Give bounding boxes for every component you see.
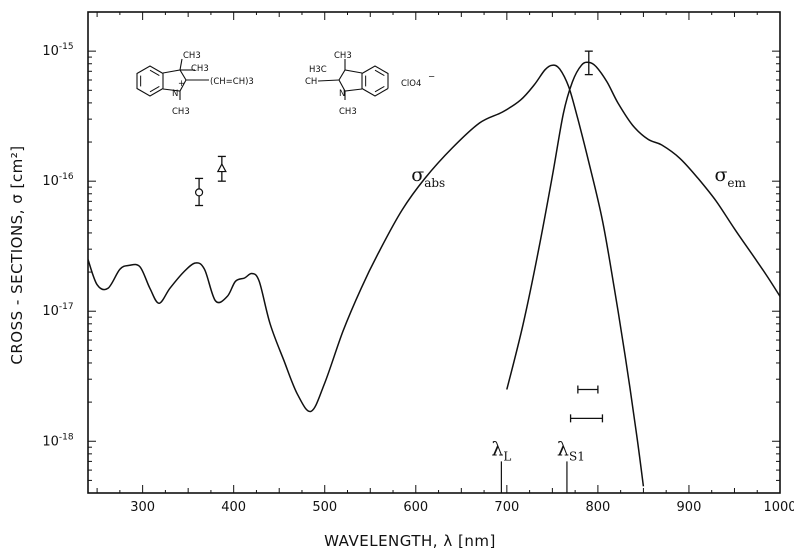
molecule-label: CH3: [183, 51, 201, 61]
series-label-sigma-em: σem: [714, 164, 746, 190]
molecule-label: (CH=CH)3: [210, 77, 254, 87]
chain-bond-right: [317, 79, 340, 82]
methyl-bond: [179, 58, 183, 71]
series-sigma-abs-line: [88, 64, 645, 487]
series-sigma-em-line: [506, 61, 780, 390]
benzene-double-bond: [149, 69, 160, 77]
benzene-ring-right: [361, 65, 389, 97]
molecule-label: CH3: [172, 107, 190, 117]
molecule-label: CH: [305, 77, 317, 87]
molecule-label: CH3: [334, 51, 352, 61]
wavelength-markers: λL λS1: [491, 438, 585, 493]
marker-label-lambda-l: λL: [491, 438, 511, 463]
plot-frame: [87, 11, 781, 494]
x-tick-label: 900: [677, 500, 702, 515]
data-point-circle: [194, 188, 204, 197]
y-axis-title: CROSS - SECTIONS, σ [cm²]: [8, 145, 26, 364]
x-tick-label: 700: [494, 500, 519, 515]
indoline-ring-right: [338, 69, 363, 92]
x-tick-label: 1000: [763, 500, 794, 515]
benzene-ring-left: [136, 65, 164, 97]
x-tick-label: 600: [403, 500, 428, 515]
x-tick-label: 300: [130, 500, 155, 515]
series-label-sigma-abs: σabs: [411, 164, 445, 190]
benzene-double-bond: [149, 85, 160, 93]
error-bar-group: [194, 50, 604, 423]
benzene-double-bond: [374, 85, 385, 93]
x-tick-label: 400: [221, 500, 246, 515]
series-group: σabs σem: [88, 61, 780, 487]
molecule-label: H3C: [309, 65, 327, 75]
molecule-label: CH3: [191, 64, 209, 74]
molecule-label: −: [428, 72, 435, 82]
x-axis: 300 400 500 600 700 800 900 1000: [96, 12, 794, 515]
molecule-label: +: [178, 79, 185, 89]
benzene-double-bond: [374, 69, 385, 77]
x-axis-title: WAVELENGTH, λ [nm]: [324, 532, 496, 550]
y-axis: 10-18 10-17 10-16 10-15: [42, 11, 780, 494]
molecule-label: N: [339, 89, 345, 99]
y-tick-label: 10-15: [42, 42, 73, 59]
y-tick-label: 10-17: [42, 302, 73, 319]
y-tick-label: 10-18: [42, 432, 74, 449]
y-tick-label: 10-16: [42, 172, 74, 189]
marker-label-lambda-s1: λS1: [557, 438, 585, 463]
x-tick-label: 500: [312, 500, 337, 515]
molecule-label: N: [172, 89, 178, 99]
molecule-label: ClO4: [401, 79, 421, 89]
plot-border: [87, 11, 781, 494]
molecule-label: CH3: [339, 107, 357, 117]
data-point-triangle: [216, 162, 227, 173]
x-tick-label: 800: [585, 500, 610, 515]
